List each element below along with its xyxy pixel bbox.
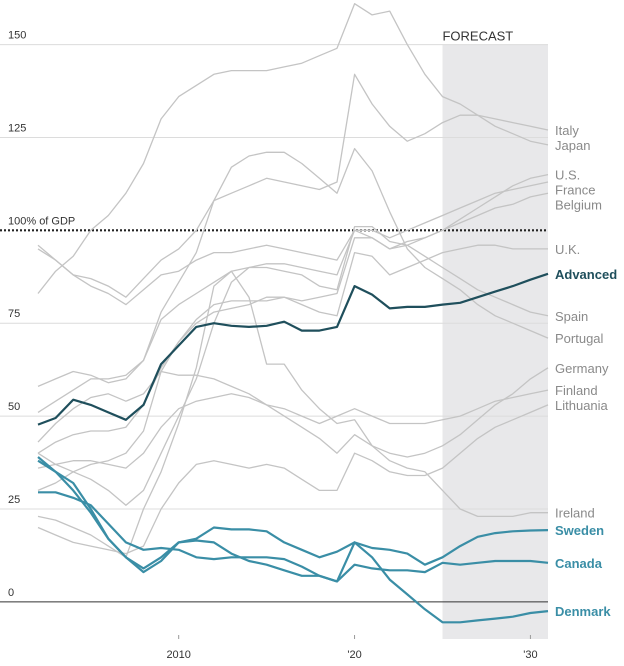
x-tick-label: 2010 — [166, 649, 190, 661]
series-label: U.K. — [555, 242, 580, 257]
x-tick-label: '30 — [523, 649, 537, 661]
series-label: Italy — [555, 123, 579, 138]
series-label: Canada — [555, 556, 603, 571]
y-tick-label: 75 — [8, 308, 20, 320]
series-line — [37, 192, 549, 306]
y-tick-label: 100% of GDP — [8, 215, 75, 227]
series-line — [37, 3, 549, 294]
series-line — [37, 272, 549, 426]
series-line — [37, 173, 549, 454]
y-tick-label: 50 — [8, 401, 20, 413]
series-label: Lithuania — [555, 398, 609, 413]
series-line — [37, 73, 549, 298]
x-tick-label: '20 — [347, 649, 361, 661]
series-label: Denmark — [555, 604, 611, 619]
series-label: France — [555, 183, 595, 198]
y-tick-label: 150 — [8, 30, 26, 42]
series-line — [37, 244, 548, 491]
series-label: Advanced — [555, 267, 617, 282]
y-tick-label: 0 — [8, 587, 14, 599]
forecast-label: FORECAST — [442, 29, 513, 44]
forecast-band — [442, 44, 548, 639]
y-tick-label: 25 — [8, 494, 20, 506]
series-label: Portugal — [555, 331, 604, 346]
series-label: U.S. — [555, 168, 580, 183]
series-label: Sweden — [555, 523, 604, 538]
series-label: Germany — [555, 361, 609, 376]
series-line — [37, 225, 549, 506]
series-line — [37, 147, 549, 413]
series-line — [37, 367, 549, 458]
series-line — [37, 389, 549, 469]
series-line — [38, 491, 549, 583]
series-line — [37, 456, 549, 624]
series-label: Finland — [555, 383, 598, 398]
series-label: Belgium — [555, 198, 602, 213]
y-tick-label: 125 — [8, 122, 26, 134]
series-label: Japan — [555, 138, 590, 153]
series-line — [37, 181, 549, 387]
series-label: Spain — [555, 309, 588, 324]
series-label: Ireland — [555, 506, 595, 521]
